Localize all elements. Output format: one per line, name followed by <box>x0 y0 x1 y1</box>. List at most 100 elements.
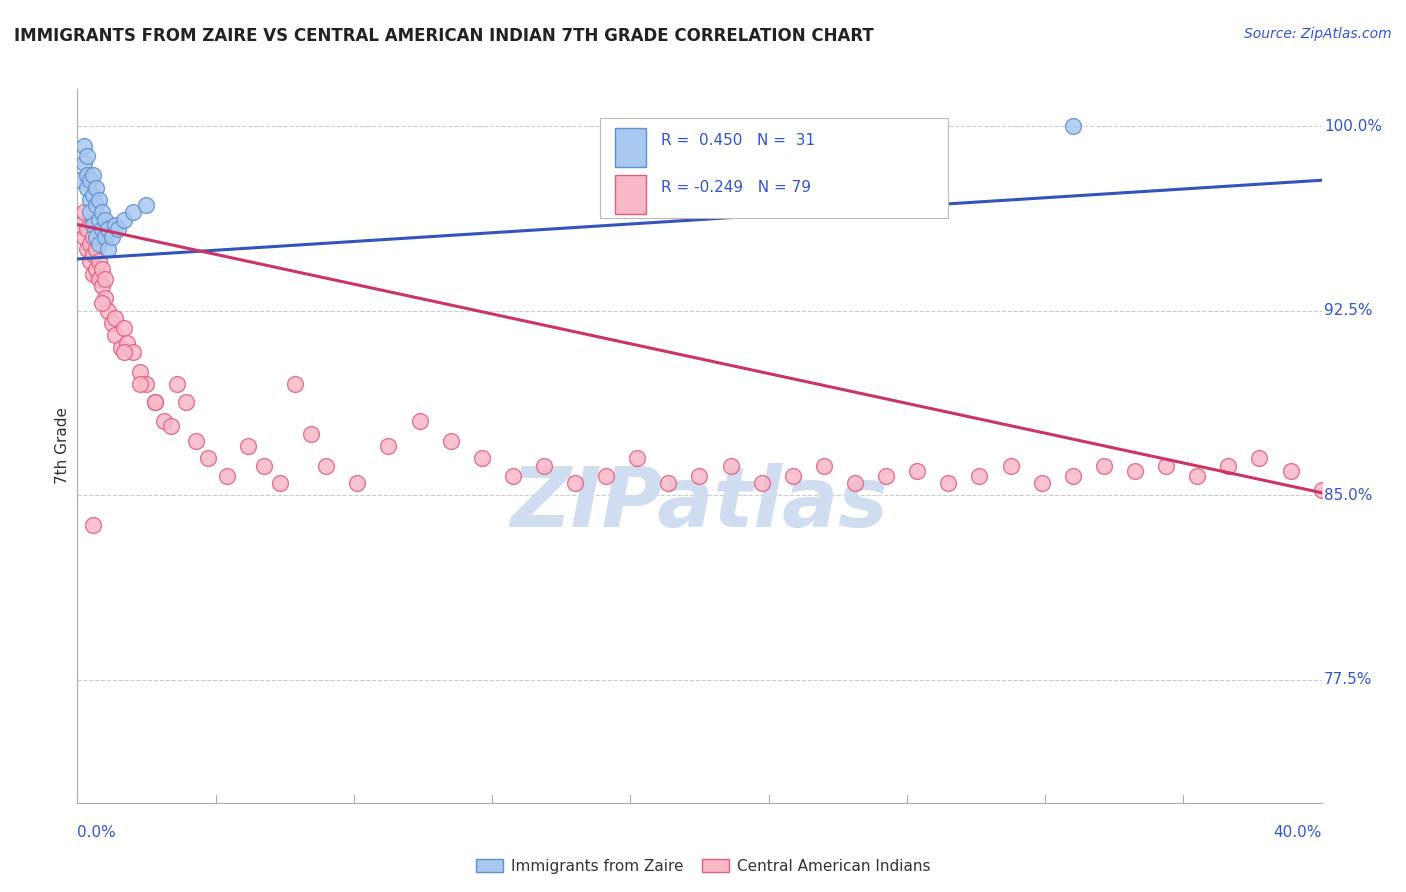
Point <box>69 173 91 187</box>
Point <box>72 138 94 153</box>
Point <box>76 180 98 194</box>
Point <box>128 377 150 392</box>
Point <box>72 205 94 219</box>
Point <box>159 419 181 434</box>
Point <box>76 169 98 183</box>
Point <box>938 475 960 490</box>
Point <box>87 212 110 227</box>
Point <box>969 468 991 483</box>
Point <box>91 279 114 293</box>
Point <box>84 261 107 276</box>
Point <box>166 377 188 392</box>
Point <box>82 218 104 232</box>
Text: Source: ZipAtlas.com: Source: ZipAtlas.com <box>1244 27 1392 41</box>
Point <box>1279 464 1302 478</box>
Point <box>69 218 91 232</box>
Point <box>112 345 135 359</box>
Point <box>184 434 207 448</box>
Point <box>76 222 98 236</box>
Y-axis label: 7th Grade: 7th Grade <box>55 408 70 484</box>
Point <box>79 173 101 187</box>
Point <box>1123 464 1146 478</box>
Point <box>122 205 145 219</box>
Point <box>135 198 157 212</box>
Point <box>94 230 117 244</box>
Point <box>76 242 98 256</box>
Point <box>87 237 110 252</box>
Point <box>115 335 138 350</box>
Point <box>1310 483 1333 498</box>
Point <box>657 475 679 490</box>
Point <box>440 434 463 448</box>
Legend: Immigrants from Zaire, Central American Indians: Immigrants from Zaire, Central American … <box>470 853 936 880</box>
Point <box>82 517 104 532</box>
Point <box>782 468 804 483</box>
Point <box>1092 458 1115 473</box>
Point <box>1218 458 1240 473</box>
Point <box>107 222 129 236</box>
Point <box>94 212 117 227</box>
Point <box>1187 468 1209 483</box>
Point <box>87 271 110 285</box>
Text: 100.0%: 100.0% <box>1324 119 1382 134</box>
Point <box>143 394 166 409</box>
Point <box>502 468 524 483</box>
Point <box>91 222 114 236</box>
FancyBboxPatch shape <box>600 118 949 218</box>
Point <box>197 451 219 466</box>
Text: IMMIGRANTS FROM ZAIRE VS CENTRAL AMERICAN INDIAN 7TH GRADE CORRELATION CHART: IMMIGRANTS FROM ZAIRE VS CENTRAL AMERICA… <box>14 27 873 45</box>
Point <box>87 193 110 207</box>
Point <box>1249 451 1271 466</box>
Point <box>174 394 197 409</box>
Point <box>1062 119 1084 133</box>
Point <box>100 316 122 330</box>
Point <box>215 468 238 483</box>
Point <box>87 254 110 268</box>
Point <box>79 205 101 219</box>
Point <box>153 414 176 428</box>
Point <box>97 222 120 236</box>
Point <box>471 451 494 466</box>
Point <box>269 475 291 490</box>
Point <box>238 439 260 453</box>
Point <box>91 205 114 219</box>
Point <box>84 242 107 256</box>
Text: ZIPatlas: ZIPatlas <box>510 463 889 543</box>
Point <box>720 458 742 473</box>
Point <box>110 341 132 355</box>
Point <box>76 148 98 162</box>
Point <box>122 345 145 359</box>
Point <box>82 230 104 244</box>
Point <box>84 180 107 194</box>
Point <box>82 188 104 202</box>
Point <box>284 377 307 392</box>
Point <box>905 464 928 478</box>
Point <box>104 218 127 232</box>
Point <box>79 254 101 268</box>
FancyBboxPatch shape <box>614 175 645 214</box>
Point <box>751 475 773 490</box>
Text: R = -0.249   N = 79: R = -0.249 N = 79 <box>661 179 811 194</box>
Point <box>533 458 555 473</box>
Text: 77.5%: 77.5% <box>1324 673 1372 687</box>
Point <box>1000 458 1022 473</box>
Text: R =  0.450   N =  31: R = 0.450 N = 31 <box>661 133 815 148</box>
Point <box>91 296 114 310</box>
Text: 0.0%: 0.0% <box>77 825 117 840</box>
Point <box>1154 458 1177 473</box>
Point <box>72 156 94 170</box>
Point <box>408 414 430 428</box>
Point <box>82 169 104 183</box>
Point <box>299 426 322 441</box>
Text: 85.0%: 85.0% <box>1324 488 1372 503</box>
Point <box>91 261 114 276</box>
Point <box>689 468 711 483</box>
Point <box>346 475 368 490</box>
Point <box>112 212 135 227</box>
Point <box>97 303 120 318</box>
Point <box>97 242 120 256</box>
Point <box>128 365 150 379</box>
Point <box>84 198 107 212</box>
Point <box>79 237 101 252</box>
Point <box>72 230 94 244</box>
